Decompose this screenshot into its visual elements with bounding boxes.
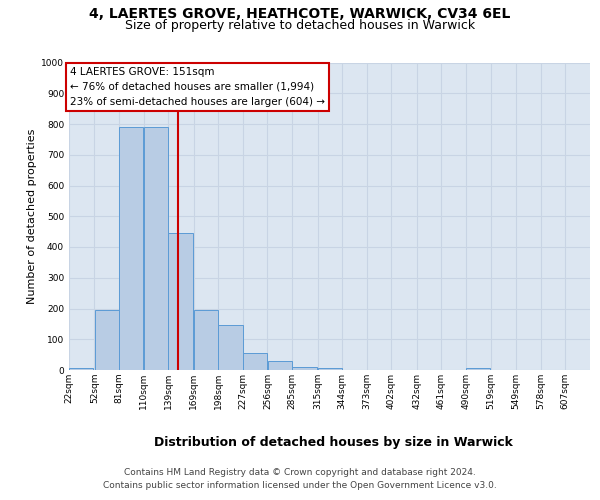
Bar [268, 361, 292, 370]
Bar [95, 310, 119, 370]
Text: 4, LAERTES GROVE, HEATHCOTE, WARWICK, CV34 6EL: 4, LAERTES GROVE, HEATHCOTE, WARWICK, CV… [89, 8, 511, 22]
Text: 4 LAERTES GROVE: 151sqm
← 76% of detached houses are smaller (1,994)
23% of semi: 4 LAERTES GROVE: 151sqm ← 76% of detache… [70, 67, 325, 106]
Bar [317, 368, 342, 370]
Bar [243, 353, 268, 370]
Bar [218, 326, 243, 370]
Bar [144, 127, 168, 370]
Text: Distribution of detached houses by size in Warwick: Distribution of detached houses by size … [154, 436, 512, 449]
Bar [119, 127, 143, 370]
Bar [194, 310, 218, 370]
Bar [466, 368, 490, 370]
Y-axis label: Number of detached properties: Number of detached properties [27, 128, 37, 304]
Text: Contains HM Land Registry data © Crown copyright and database right 2024.: Contains HM Land Registry data © Crown c… [124, 468, 476, 477]
Bar [69, 368, 94, 370]
Bar [292, 367, 317, 370]
Bar [169, 233, 193, 370]
Text: Size of property relative to detached houses in Warwick: Size of property relative to detached ho… [125, 19, 475, 32]
Text: Contains public sector information licensed under the Open Government Licence v3: Contains public sector information licen… [103, 480, 497, 490]
